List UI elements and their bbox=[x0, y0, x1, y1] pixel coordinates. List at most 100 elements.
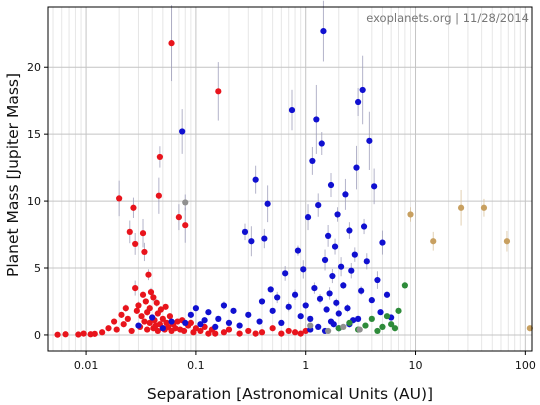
data-point-red bbox=[269, 325, 276, 332]
data-point-blue bbox=[149, 314, 156, 321]
data-point-blue bbox=[212, 323, 219, 331]
data-point-blue bbox=[294, 247, 302, 254]
data-point-red bbox=[135, 302, 142, 309]
data-point-blue bbox=[168, 318, 175, 325]
data-point-blue bbox=[291, 291, 299, 298]
data-point-red bbox=[146, 305, 153, 312]
data-point-blue bbox=[335, 310, 342, 317]
data-point-red bbox=[225, 326, 233, 333]
data-point-green bbox=[383, 313, 391, 320]
data-point-red bbox=[113, 326, 120, 333]
data-point-red bbox=[212, 330, 219, 337]
data-point-blue bbox=[197, 321, 204, 328]
data-point-red bbox=[141, 248, 148, 256]
data-point-red bbox=[154, 327, 161, 335]
data-point-red bbox=[258, 329, 266, 336]
y-tick-label: 0 bbox=[34, 329, 41, 342]
data-point-blue bbox=[348, 267, 355, 274]
data-point-red bbox=[139, 291, 147, 298]
data-point-blue bbox=[344, 305, 351, 312]
data-point-tan bbox=[407, 211, 414, 218]
data-point-blue bbox=[252, 176, 259, 183]
data-point-blue bbox=[300, 266, 307, 273]
watermark-text: exoplanets.org | 11/28/2014 bbox=[366, 11, 529, 25]
data-point-red bbox=[156, 153, 163, 161]
data-point-blue bbox=[315, 202, 322, 209]
data-point-blue bbox=[236, 322, 243, 329]
data-point-blue bbox=[256, 318, 263, 325]
data-point-blue bbox=[297, 313, 304, 320]
data-point-red bbox=[142, 298, 149, 305]
data-point-green bbox=[368, 315, 375, 322]
data-point-blue bbox=[321, 256, 329, 264]
data-point-red bbox=[252, 330, 259, 337]
data-point-blue bbox=[318, 140, 325, 147]
data-point-blue bbox=[285, 303, 292, 310]
data-point-blue bbox=[241, 228, 249, 235]
data-point-red bbox=[91, 330, 98, 337]
data-point-red bbox=[236, 330, 243, 337]
data-point-blue bbox=[309, 157, 316, 165]
data-point-blue bbox=[278, 319, 285, 326]
data-points bbox=[54, 27, 533, 338]
data-point-green bbox=[401, 282, 408, 289]
y-axis-label: Planet Mass [Jupiter Mass] bbox=[4, 73, 22, 277]
data-point-red bbox=[297, 330, 304, 337]
data-point-gray bbox=[325, 327, 332, 335]
data-point-blue bbox=[264, 200, 271, 207]
data-point-blue bbox=[182, 319, 189, 326]
data-point-blue bbox=[274, 294, 281, 301]
data-point-green bbox=[388, 321, 395, 328]
data-point-blue bbox=[192, 305, 199, 312]
y-tick-label: 15 bbox=[27, 128, 41, 141]
data-point-blue bbox=[179, 128, 186, 135]
data-point-blue bbox=[323, 306, 330, 313]
data-point-red bbox=[220, 329, 228, 336]
data-point-blue bbox=[311, 284, 318, 292]
data-point-blue bbox=[159, 325, 166, 332]
data-point-red bbox=[99, 329, 106, 336]
data-point-red bbox=[168, 40, 175, 47]
data-point-blue bbox=[258, 298, 266, 305]
data-point-tan bbox=[457, 204, 465, 211]
data-point-blue bbox=[329, 272, 336, 280]
data-point-blue bbox=[383, 291, 391, 298]
data-point-tan bbox=[430, 238, 437, 245]
data-point-tan bbox=[480, 204, 488, 211]
data-point-blue bbox=[333, 299, 340, 306]
data-point-red bbox=[145, 271, 152, 278]
data-point-blue bbox=[360, 223, 368, 230]
data-point-blue bbox=[358, 287, 365, 294]
data-point-red bbox=[172, 325, 179, 332]
data-point-blue bbox=[340, 282, 347, 289]
data-point-blue bbox=[327, 181, 335, 189]
data-point-red bbox=[147, 289, 155, 296]
x-tick-label: 0.01 bbox=[74, 359, 99, 372]
data-point-blue bbox=[225, 319, 233, 326]
data-point-red bbox=[122, 305, 129, 312]
data-point-red bbox=[139, 230, 147, 237]
x-tick-label: 100 bbox=[515, 359, 536, 372]
data-point-blue bbox=[379, 239, 386, 246]
data-point-red bbox=[159, 315, 166, 322]
data-point-blue bbox=[351, 251, 358, 258]
data-point-blue bbox=[304, 214, 312, 221]
data-point-green bbox=[391, 325, 399, 332]
data-point-red bbox=[174, 318, 181, 325]
data-point-blue bbox=[245, 311, 252, 318]
data-point-red bbox=[80, 330, 87, 337]
data-point-red bbox=[54, 331, 61, 338]
data-point-green bbox=[379, 323, 386, 331]
data-point-green bbox=[346, 319, 353, 326]
data-point-blue bbox=[366, 137, 373, 144]
data-point-red bbox=[175, 214, 182, 221]
data-point-red bbox=[144, 326, 151, 333]
axis-ticks: 0.01 0.1 1 10 100 0 5 10 15 20 bbox=[27, 61, 536, 372]
data-point-green bbox=[374, 327, 381, 335]
data-point-blue bbox=[220, 302, 228, 309]
data-point-tan bbox=[503, 238, 511, 245]
data-point-red bbox=[105, 325, 112, 332]
data-point-red bbox=[62, 331, 69, 338]
data-point-blue bbox=[269, 307, 276, 314]
data-point-red bbox=[215, 88, 222, 95]
